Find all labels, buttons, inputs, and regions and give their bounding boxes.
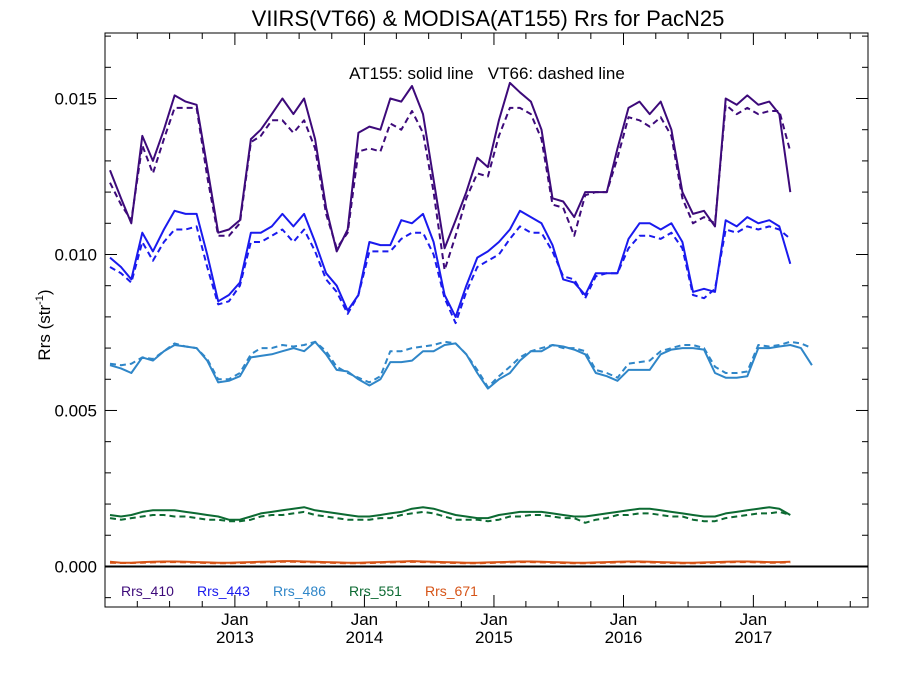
axes: 0.0000.0050.0100.015Jan2013Jan2014Jan201… (54, 32, 869, 647)
legend-entry-rrs-486: Rrs_486 (273, 583, 326, 599)
x-tick-year-label: 2017 (734, 628, 772, 647)
y-axis-label: Rrs (str-1) (34, 289, 54, 360)
plot-area (105, 81, 868, 568)
line-style-annotation: AT155: solid line VT66: dashed line (349, 64, 625, 83)
plot-frame (104, 32, 869, 608)
series-rrs-671-vt66-line (109, 560, 791, 565)
y-axis-label-main: Rrs (str (35, 305, 54, 361)
legend-entry-rrs-551: Rrs_551 (349, 583, 402, 599)
y-axis-label-close: ) (35, 289, 54, 295)
series-rrs-486-vt66-line (109, 340, 813, 389)
series-rrs-551-at155-line (109, 506, 791, 521)
y-axis-label-exponent: -1 (34, 295, 46, 305)
y-tick-label: 0.015 (54, 90, 97, 109)
series-rrs-410-vt66-line (109, 103, 792, 272)
x-tick-year-label: 2015 (475, 628, 513, 647)
legend-entry-rrs-410: Rrs_410 (121, 583, 174, 599)
y-tick-label: 0.000 (54, 557, 97, 576)
chart-title: VIIRS(VT66) & MODISA(AT155) Rrs for PacN… (252, 6, 725, 31)
legend: Rrs_410 Rrs_443 Rrs_486 Rrs_551 Rrs_671 (121, 583, 478, 599)
x-tick-month-label: Jan (221, 610, 248, 629)
y-tick-label: 0.005 (54, 401, 97, 420)
x-tick-month-label: Jan (351, 610, 378, 629)
series-rrs-410-at155-line (109, 81, 792, 253)
x-tick-year-label: 2013 (216, 628, 254, 647)
legend-entry-rrs-671: Rrs_671 (425, 583, 478, 599)
x-tick-month-label: Jan (740, 610, 767, 629)
series-rrs-443-at155-line (109, 209, 792, 318)
series-rrs-443-vt66-line (109, 225, 791, 325)
x-tick-year-label: 2014 (346, 628, 384, 647)
x-tick-month-label: Jan (480, 610, 507, 629)
x-tick-month-label: Jan (610, 610, 637, 629)
series-rrs-486-at155-line (109, 340, 813, 390)
legend-entry-rrs-443: Rrs_443 (197, 583, 250, 599)
x-tick-year-label: 2016 (605, 628, 643, 647)
y-tick-label: 0.010 (54, 245, 97, 264)
series-rrs-551-vt66-line (109, 510, 791, 524)
